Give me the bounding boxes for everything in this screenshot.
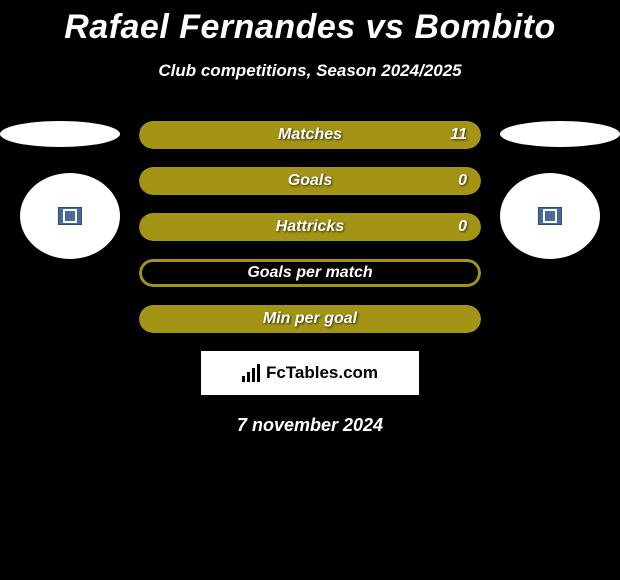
stat-bars: Matches 11 Goals 0 Hattricks 0 Goals per… [139, 121, 481, 333]
player2-logo-circle [500, 173, 600, 259]
stats-area: Matches 11 Goals 0 Hattricks 0 Goals per… [0, 121, 620, 436]
player1-logo-circle [20, 173, 120, 259]
stat-label: Hattricks [276, 218, 344, 236]
attribution-badge: FcTables.com [201, 351, 419, 395]
image-placeholder-icon [538, 207, 562, 225]
date-text: 7 november 2024 [0, 415, 620, 436]
stat-label: Goals [288, 172, 332, 190]
subtitle: Club competitions, Season 2024/2025 [0, 61, 620, 81]
stat-bar: Matches 11 [139, 121, 481, 149]
stat-label: Goals per match [247, 264, 372, 282]
stat-bar: Hattricks 0 [139, 213, 481, 241]
bar-chart-icon [242, 364, 260, 382]
stat-bar: Min per goal [139, 305, 481, 333]
stat-right-value: 0 [458, 218, 467, 236]
stat-right-value: 0 [458, 172, 467, 190]
decorative-ellipse-right [500, 121, 620, 147]
image-placeholder-icon [58, 207, 82, 225]
decorative-ellipse-left [0, 121, 120, 147]
stat-label: Matches [278, 126, 342, 144]
page-title: Rafael Fernandes vs Bombito [0, 0, 620, 47]
stat-label: Min per goal [263, 310, 357, 328]
attribution-text: FcTables.com [266, 363, 378, 383]
stat-bar: Goals per match [139, 259, 481, 287]
stat-right-value: 11 [450, 126, 467, 144]
stat-bar: Goals 0 [139, 167, 481, 195]
